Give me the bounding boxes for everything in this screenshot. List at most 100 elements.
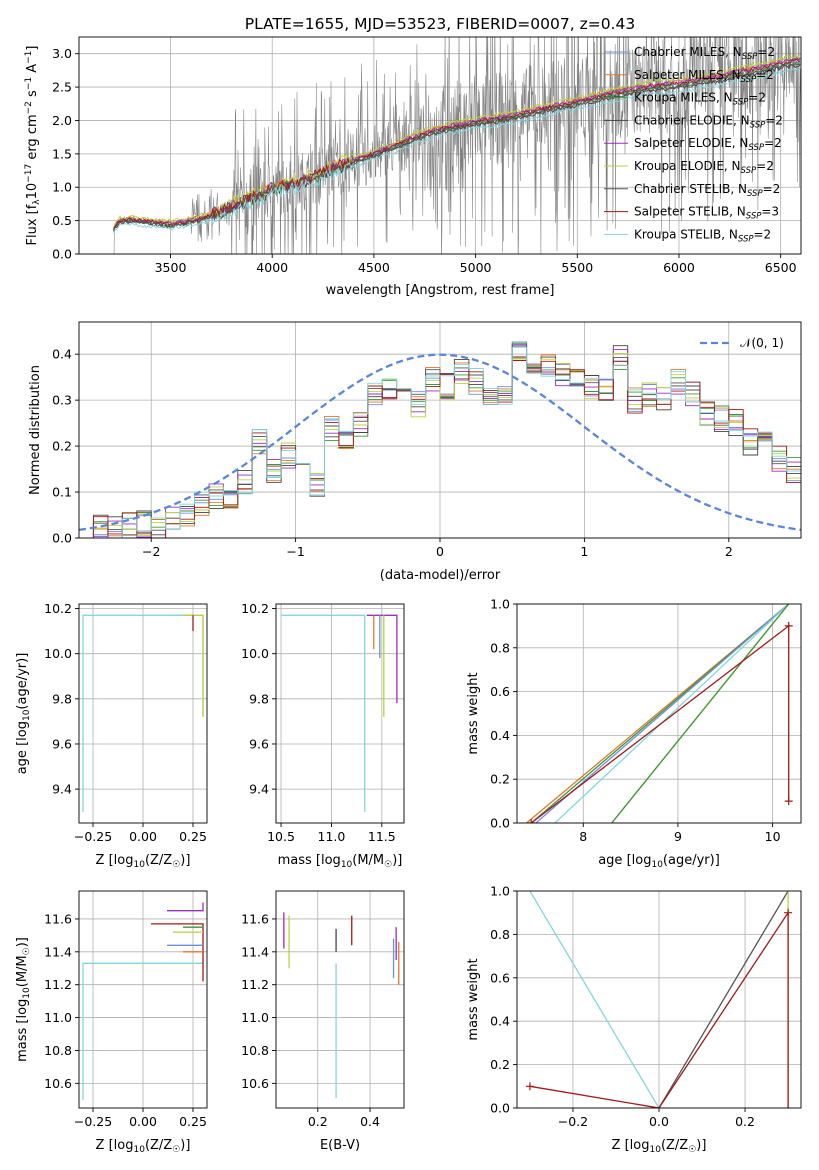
- x-axis-label: wavelength [Angstrom, rest frame]: [326, 283, 555, 298]
- legend: 𝒩(0, 1): [700, 336, 784, 350]
- label-part: 10: [25, 183, 40, 200]
- label-part: 10: [22, 709, 32, 721]
- data-marker: [784, 797, 793, 806]
- y-tick-label: 0.3: [52, 393, 72, 408]
- y-tick-label: 11.4: [44, 944, 72, 959]
- y-tick-label: 0.8: [490, 927, 510, 942]
- label-part: (M/M: [15, 955, 30, 987]
- y-axis-label: Flux [fλ10−17 erg cm−2 s−1 A−1]: [24, 46, 42, 246]
- x-tick-label: 8: [579, 829, 587, 844]
- x-tick-label: 4500: [358, 260, 390, 275]
- plot-area: [283, 912, 400, 1099]
- legend-label: Salpeter STELIB, NSSP=3: [634, 205, 779, 222]
- y-tick-label: 0.0: [490, 1101, 510, 1116]
- series-line: [183, 614, 204, 717]
- x-tick-label: 4000: [256, 260, 288, 275]
- label-part: )]: [392, 853, 402, 868]
- y-tick-label: 3.0: [52, 46, 72, 61]
- observed-spectrum-line: [113, 37, 801, 254]
- label-part: )]: [696, 1138, 706, 1153]
- label-part: 10: [341, 860, 353, 870]
- panel-mass-vs-Z: −0.25 0.00 0.25 10.6 10.8 11.0 11.2 11.4 11.6 Z […: [15, 890, 208, 1155]
- label-part: s: [25, 90, 40, 101]
- y-tick-label: 0.0: [52, 247, 72, 262]
- histogram-step-line: [79, 360, 801, 538]
- label-part: −1: [24, 77, 34, 90]
- label-part: age [log: [15, 721, 30, 774]
- series-line: [530, 624, 790, 823]
- histogram-step-line: [79, 346, 801, 538]
- series-line: [366, 614, 398, 704]
- y-axis-label: mass [log10(M/M☉)]: [15, 937, 32, 1062]
- axes-frame: [275, 603, 405, 824]
- y-axis-label: Normed distribution: [28, 365, 43, 495]
- x-tick-label: 0.00: [129, 829, 157, 844]
- data-marker: [525, 1082, 534, 1091]
- x-axis-label: Z [log10(Z/Z☉)]: [612, 1138, 707, 1155]
- y-tick-label: 9.6: [52, 736, 72, 751]
- label-part: ☉: [688, 1145, 696, 1155]
- x-tick-label: 0: [436, 544, 444, 559]
- y-tick-label: 0.1: [52, 485, 72, 500]
- model-spectrum-line: [113, 58, 801, 230]
- axes-frame: [516, 890, 802, 1109]
- label-part: age [log: [598, 853, 651, 868]
- y-tick-label: 0.8: [490, 640, 510, 655]
- x-tick-label: 0.4: [360, 1114, 380, 1129]
- series-line: [554, 604, 790, 823]
- y-tick-label: 0.2: [490, 772, 510, 787]
- y-tick-label: 1.0: [52, 180, 72, 195]
- y-tick-label: 11.0: [241, 1010, 269, 1025]
- y-axis-label: age [log10(age/yr)]: [15, 653, 32, 775]
- y-tick-label: 11.6: [241, 911, 269, 926]
- legend-label: Chabrier ELODIE, NSSP=2: [634, 113, 783, 130]
- histogram-step-line: [79, 353, 801, 538]
- series-line: [82, 962, 203, 1100]
- series-line: [529, 891, 660, 1108]
- label-part: 10: [133, 860, 145, 870]
- legend-label: Kroupa STELIB, NSSP=2: [634, 227, 771, 244]
- x-tick-label: 0.00: [129, 1114, 157, 1129]
- y-tick-label: 2.0: [52, 113, 72, 128]
- label-part: )]: [180, 853, 190, 868]
- label-part: ☉: [172, 860, 180, 870]
- panel-residuals: −2 −1 0 1 2 0.0 0.1 0.2 0.3 0.4 (data-model)/error…: [28, 321, 802, 583]
- label-part: −1: [24, 51, 34, 64]
- y-tick-label: 9.4: [52, 782, 72, 797]
- y-tick-label: 10.0: [44, 646, 72, 661]
- y-tick-label: 10.2: [44, 601, 72, 616]
- y-tick-label: 0.6: [490, 684, 510, 699]
- y-tick-label: 1.0: [490, 884, 510, 899]
- axes-frame: [78, 36, 802, 255]
- axes-frame: [516, 603, 802, 824]
- plot-area: [281, 614, 398, 812]
- x-tick-label: 0.2: [735, 1114, 755, 1129]
- x-tick-label: 6500: [765, 260, 797, 275]
- y-tick-label: 11.2: [241, 977, 269, 992]
- x-tick-label: 1: [580, 544, 588, 559]
- y-axis-label: mass weight: [466, 958, 481, 1040]
- label-part: ☉: [384, 860, 392, 870]
- x-tick-label: −2: [142, 544, 160, 559]
- label-part: Flux [f: [25, 204, 40, 245]
- label-part: (age/yr)]: [15, 653, 30, 710]
- panel-spectrum: 3500 4000 4500 5000 5500 6000 6500 0.0 0.5 1.0 1.5…: [24, 36, 802, 298]
- x-tick-label: 0.25: [179, 829, 207, 844]
- y-tick-label: 9.8: [249, 691, 269, 706]
- chart-title: PLATE=1655, MJD=53523, FIBERID=0007, z=0…: [245, 15, 635, 33]
- legend-label: Salpeter ELODIE, NSSP=2: [634, 136, 782, 153]
- y-tick-label: 11.2: [44, 977, 72, 992]
- x-tick-label: 3500: [155, 260, 187, 275]
- label-part: mass [log: [278, 853, 341, 868]
- x-axis-label: (data-model)/error: [380, 568, 501, 583]
- label-part: (Z/Z: [145, 853, 172, 868]
- x-tick-label: 6000: [663, 260, 695, 275]
- y-tick-label: 11.0: [44, 1010, 72, 1025]
- y-tick-label: 10.8: [241, 1043, 269, 1058]
- label-part: A: [25, 64, 40, 77]
- axes-frame: [78, 321, 802, 539]
- series-line: [658, 891, 789, 1108]
- y-tick-label: 0.4: [52, 347, 72, 362]
- label-part: ☉: [172, 1145, 180, 1155]
